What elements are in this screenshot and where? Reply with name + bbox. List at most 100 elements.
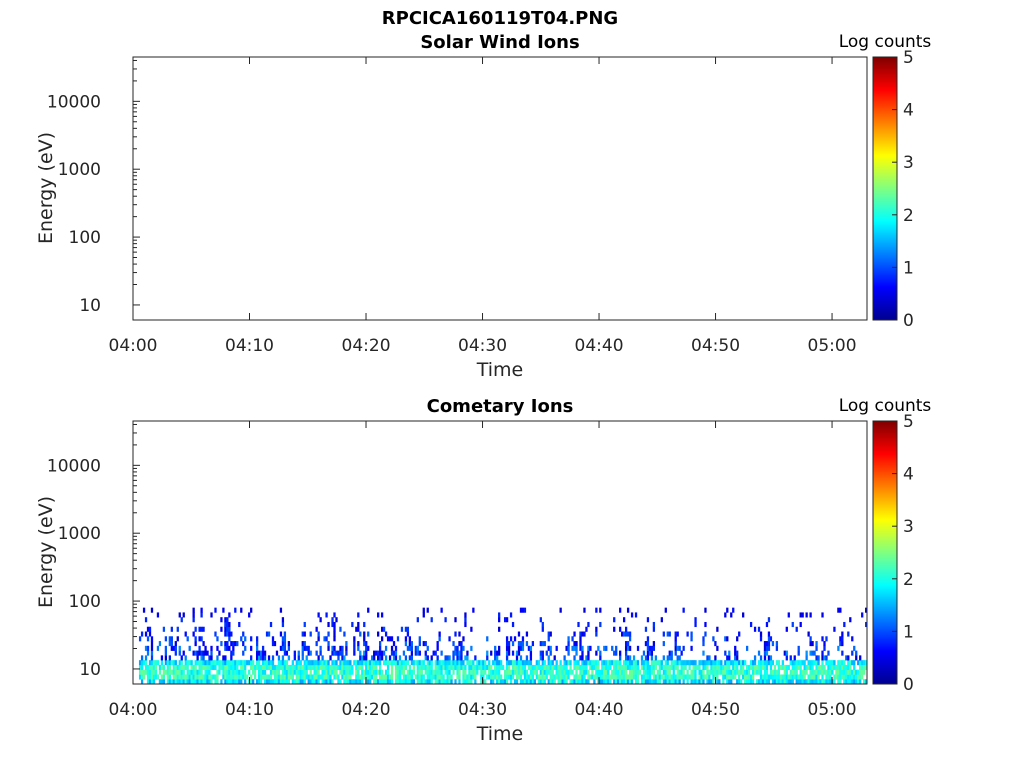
spectrogram-cell <box>412 660 415 666</box>
spectrogram-cell <box>744 674 747 680</box>
spectrogram-cell <box>666 660 669 666</box>
spectrogram-cell <box>309 674 312 680</box>
spectrogram-cell <box>567 674 570 680</box>
spectrogram-cell <box>787 674 790 680</box>
spectrogram-cell <box>382 660 386 666</box>
spectrogram-cell <box>458 660 461 666</box>
spectrogram-cell <box>436 645 439 651</box>
spectrogram-cell <box>301 655 304 661</box>
spectrogram-cell <box>559 607 562 613</box>
spectrogram-cell <box>321 660 324 666</box>
spectrogram-cell <box>378 664 382 670</box>
x-tick-label: 04:10 <box>225 336 274 356</box>
colorbar-tick-label: 2 <box>903 570 914 590</box>
spectrogram-cell <box>263 664 267 670</box>
spectrogram-cell <box>408 679 412 684</box>
spectrogram-cell <box>275 669 279 675</box>
spectrogram-cell <box>736 664 739 670</box>
spectrogram-cell <box>257 664 261 670</box>
spectrogram-cell <box>440 650 443 656</box>
spectrogram-cell <box>571 679 574 684</box>
spectrogram-cell <box>267 674 271 680</box>
spectrogram-cell <box>470 645 473 651</box>
spectrogram-cell <box>747 669 751 675</box>
spectrogram-cell <box>601 660 604 666</box>
spectrogram-cell <box>555 645 558 651</box>
spectrogram-cell <box>357 674 360 680</box>
spectrogram-cell <box>827 679 830 684</box>
spectrogram-cell <box>839 669 842 675</box>
spectrogram-cell <box>676 674 679 680</box>
spectrogram-cell <box>559 660 562 666</box>
spectrogram-cell <box>458 679 461 684</box>
spectrogram-cell <box>575 650 578 656</box>
spectrogram-cell <box>198 674 201 680</box>
spectrogram-cell <box>851 650 854 656</box>
spectrogram-cell <box>509 679 513 684</box>
spectrogram-cell <box>474 669 477 675</box>
spectrogram-cell <box>412 679 415 684</box>
spectrogram-cell <box>563 679 566 684</box>
spectrogram-cell <box>747 674 751 680</box>
spectrogram-cell <box>295 664 298 670</box>
spectrogram-cell <box>252 660 255 666</box>
spectrogram-cell <box>277 679 281 684</box>
spectrogram-cell <box>791 621 794 628</box>
spectrogram-cell <box>170 626 173 632</box>
colorbar-gradient <box>872 56 898 321</box>
spectrogram-cell <box>214 660 217 666</box>
spectrogram-cell <box>724 612 727 618</box>
spectrogram-cell <box>293 679 296 684</box>
spectrogram-cell <box>255 679 259 684</box>
spectrogram-cell <box>694 664 697 670</box>
spectrogram-cell <box>797 650 800 656</box>
spectrogram-cell <box>327 664 330 670</box>
spectrogram-cell <box>434 679 437 684</box>
spectrogram-cell <box>494 664 497 670</box>
spectrogram-cell <box>680 660 683 666</box>
spectrogram-cell <box>841 660 844 666</box>
spectrogram-cell <box>807 664 810 670</box>
spectrogram-cell <box>827 664 830 670</box>
spectrogram-cell <box>150 650 154 656</box>
spectrogram-cell <box>378 655 382 661</box>
spectrogram-cell <box>847 679 850 684</box>
spectrogram-cell <box>148 674 152 680</box>
spectrogram-cell <box>617 664 620 670</box>
spectrogram-cell <box>454 660 457 666</box>
spectrogram-cell <box>747 664 751 670</box>
spectrogram-cell <box>220 664 223 670</box>
spectrogram-cell <box>563 664 566 670</box>
spectrogram-cell <box>849 679 852 684</box>
spectrogram-cell <box>180 679 183 684</box>
spectrogram-cell <box>448 664 451 670</box>
spectrogram-cell <box>607 660 610 666</box>
spectrogram-cell <box>583 679 586 684</box>
spectrogram-cell <box>390 660 394 666</box>
spectrogram-cell <box>386 636 390 642</box>
spectrogram-cell <box>480 660 483 666</box>
spectrogram-cell <box>188 679 191 684</box>
spectrogram-cell <box>567 650 570 656</box>
spectrogram-cell <box>771 660 775 666</box>
spectrogram-cell <box>734 674 737 680</box>
spectrogram-cell <box>454 645 457 651</box>
spectrogram-cell <box>571 669 574 675</box>
spectrogram-cell <box>210 664 213 670</box>
spectrogram-cell <box>507 650 511 656</box>
spectrogram-cell <box>585 660 588 666</box>
x-tick-label: 04:50 <box>691 336 740 356</box>
spectrogram-cell <box>333 636 336 642</box>
spectrogram-cell <box>261 645 265 651</box>
spectrogram-cell <box>194 626 197 632</box>
spectrogram-cell <box>265 631 269 637</box>
spectrogram-cell <box>734 669 737 675</box>
spectrogram-cell <box>388 679 392 684</box>
spectrogram-cell <box>656 674 659 680</box>
spectrogram-cell <box>384 669 388 675</box>
spectrogram-cell <box>178 650 181 656</box>
spectrogram-cell <box>517 650 521 656</box>
spectrogram-cell <box>380 669 384 675</box>
spectrogram-cell <box>406 674 410 680</box>
spectrogram-cell <box>373 650 376 656</box>
